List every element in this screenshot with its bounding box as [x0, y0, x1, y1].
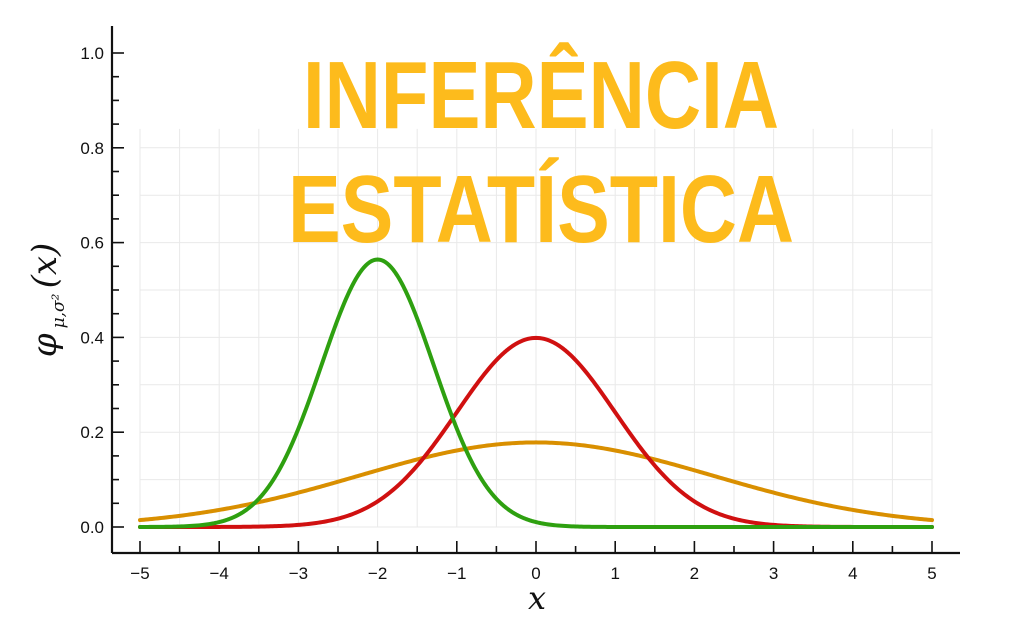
x-tick-label: −1 [447, 564, 466, 583]
title-line-1: INFERÊNCIA [303, 41, 779, 149]
x-tick-label: 3 [769, 564, 778, 583]
series-line-1 [138, 440, 934, 523]
y-tick-label: 0.8 [80, 139, 104, 158]
y-tick-label: 0.4 [80, 328, 104, 347]
x-tick-label: −4 [210, 564, 229, 583]
x-tick-label: −5 [130, 564, 149, 583]
title-line-2: ESTATÍSTICA [288, 156, 794, 263]
x-tick-label: −3 [289, 564, 308, 583]
x-tick-label: 4 [848, 564, 857, 583]
y-axis-label-subscript: μ,σ² [49, 293, 69, 328]
y-axis-label: φ μ,σ² (x) [25, 243, 69, 358]
y-tick-label: 0.6 [80, 234, 104, 253]
y-tick-label: 1.0 [80, 44, 104, 63]
series [138, 257, 934, 529]
y-axis-label-argument: (x) [25, 243, 65, 289]
y-axis-label-main: φ [25, 333, 65, 357]
x-axis-label-text: x [528, 579, 546, 617]
y-tick-label: 0.2 [80, 423, 104, 442]
ticks: 0.0 0.2 0.4 0.6 0.8 1.0 −5 −4 −3 −2 −1 0 1 2 3 4 5 [80, 44, 936, 583]
y-axis-label-text: φ μ,σ² (x) [25, 243, 69, 358]
x-tick-label: 5 [927, 564, 936, 583]
x-tick-label: 1 [610, 564, 619, 583]
x-axis-label: x [528, 579, 546, 617]
x-tick-label: 0 [531, 564, 540, 583]
series-line-3 [138, 257, 934, 529]
y-tick-label: 0.0 [80, 518, 104, 537]
x-tick-label: −2 [368, 564, 387, 583]
chart-title: INFERÊNCIA ESTATÍSTICA [288, 41, 794, 263]
x-tick-label: 2 [690, 564, 699, 583]
